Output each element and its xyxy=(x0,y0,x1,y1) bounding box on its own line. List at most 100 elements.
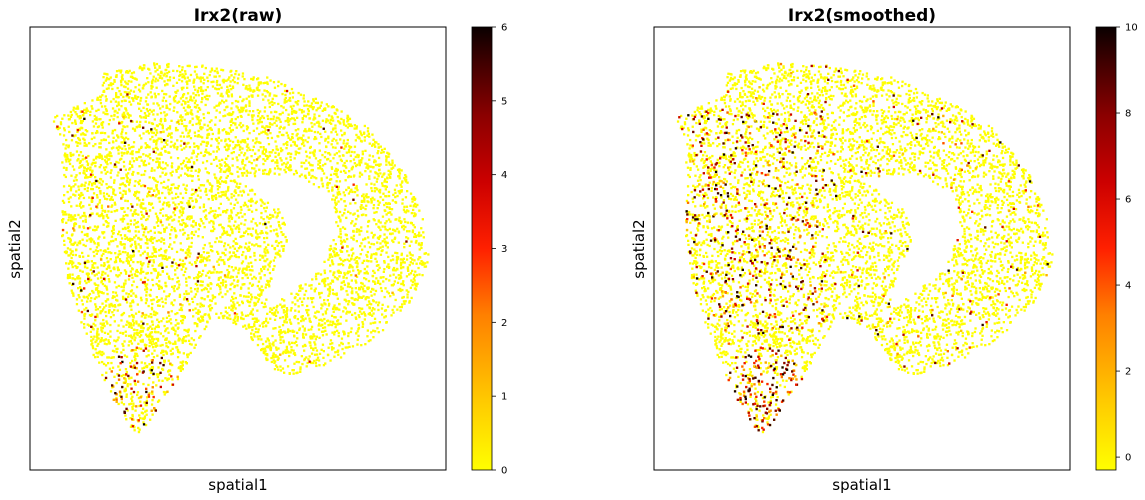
scatter-point xyxy=(110,361,113,365)
scatter-point xyxy=(67,125,70,128)
scatter-point xyxy=(179,211,182,214)
scatter-point xyxy=(261,289,265,292)
scatter-point xyxy=(280,159,283,162)
scatter-point xyxy=(140,205,143,208)
scatter-point xyxy=(272,344,275,347)
scatter-point xyxy=(363,124,366,128)
scatter-point xyxy=(244,185,247,188)
scatter-point xyxy=(297,310,300,313)
scatter-point xyxy=(86,189,89,192)
scatter-point xyxy=(264,159,267,162)
scatter-point xyxy=(307,308,310,312)
scatter-point xyxy=(113,308,116,312)
scatter-point xyxy=(237,247,241,250)
scatter-point xyxy=(164,377,167,380)
scatter-point xyxy=(123,269,127,272)
scatter-point xyxy=(82,255,85,258)
scatter-point xyxy=(122,286,125,289)
scatter-point xyxy=(194,293,198,296)
scatter-point xyxy=(374,330,377,333)
scatter-point xyxy=(160,77,164,80)
scatter-point xyxy=(191,300,195,304)
scatter-point xyxy=(166,378,169,382)
scatter-point xyxy=(397,190,400,193)
scatter-point xyxy=(275,228,278,231)
scatter-point xyxy=(391,161,394,165)
scatter-point xyxy=(153,349,156,352)
scatter-point xyxy=(230,95,234,98)
scatter-point xyxy=(217,278,220,281)
scatter-point xyxy=(199,302,202,305)
scatter-point xyxy=(137,102,140,105)
scatter-point xyxy=(129,89,133,92)
scatter-point xyxy=(388,206,391,209)
scatter-point xyxy=(77,185,80,188)
scatter-point xyxy=(395,259,398,262)
scatter-point xyxy=(74,194,77,197)
scatter-point xyxy=(164,281,167,284)
scatter-point xyxy=(155,239,158,243)
scatter-point xyxy=(192,192,195,196)
scatter-point xyxy=(133,128,136,131)
scatter-point xyxy=(382,270,385,273)
scatter-point xyxy=(230,275,233,278)
scatter-point xyxy=(216,83,219,87)
scatter-point xyxy=(139,262,143,266)
scatter-point xyxy=(219,195,223,198)
scatter-point xyxy=(101,157,104,161)
scatter-point xyxy=(155,337,158,341)
scatter-point xyxy=(148,112,151,115)
scatter-point xyxy=(131,405,134,409)
scatter-point xyxy=(125,395,128,398)
scatter-point xyxy=(341,342,344,346)
scatter-point xyxy=(90,335,93,339)
scatter-point xyxy=(355,125,358,128)
scatter-point xyxy=(174,206,177,209)
scatter-point xyxy=(244,219,247,222)
scatter-point xyxy=(120,75,124,79)
scatter-point xyxy=(242,129,245,133)
scatter-point xyxy=(287,120,290,124)
scatter-point xyxy=(61,117,64,120)
scatter-point xyxy=(224,275,227,279)
scatter-point xyxy=(186,173,189,176)
scatter-point xyxy=(155,215,159,218)
scatter-point xyxy=(142,270,145,273)
scatter-point xyxy=(139,325,142,328)
scatter-point xyxy=(335,253,338,257)
scatter-point xyxy=(145,409,148,412)
scatter-point xyxy=(130,267,134,270)
scatter-point xyxy=(139,155,142,159)
scatter-point xyxy=(94,249,98,252)
scatter-point xyxy=(275,346,278,349)
scatter-point xyxy=(325,118,328,121)
scatter-point xyxy=(208,189,211,192)
scatter-point xyxy=(124,279,127,282)
scatter-point xyxy=(231,306,234,309)
scatter-point xyxy=(274,256,277,259)
scatter-point xyxy=(276,304,279,308)
scatter-point xyxy=(266,216,269,219)
scatter-point xyxy=(189,120,192,123)
scatter-point xyxy=(299,147,302,150)
scatter-point xyxy=(421,218,424,221)
scatter-point xyxy=(142,382,145,386)
scatter-point xyxy=(269,307,272,310)
scatter-point xyxy=(280,105,283,108)
scatter-point xyxy=(70,174,73,177)
scatter-point xyxy=(350,167,354,170)
scatter-point xyxy=(131,214,134,217)
scatter-point xyxy=(81,193,84,196)
scatter-point xyxy=(203,123,206,126)
scatter-point xyxy=(347,334,350,338)
scatter-point xyxy=(206,295,209,298)
scatter-point xyxy=(77,287,80,290)
scatter-point xyxy=(170,187,173,190)
scatter-point xyxy=(293,122,297,125)
scatter-point xyxy=(218,111,221,114)
scatter-point xyxy=(134,274,137,277)
scatter-point xyxy=(146,192,150,195)
scatter-point xyxy=(419,256,422,259)
scatter-point xyxy=(219,276,222,279)
scatter-point xyxy=(360,296,363,299)
